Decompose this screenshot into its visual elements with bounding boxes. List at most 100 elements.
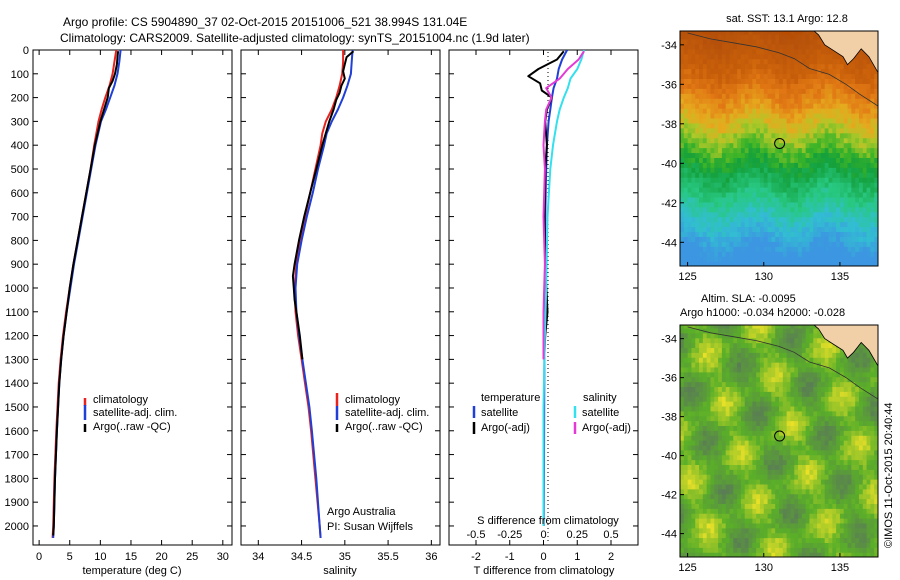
map-cell bbox=[740, 261, 746, 266]
map-cell bbox=[748, 187, 753, 193]
map-cell bbox=[706, 366, 712, 373]
map-cell bbox=[813, 537, 818, 543]
map-cell bbox=[782, 454, 788, 461]
map-cell bbox=[824, 518, 830, 524]
map-cell bbox=[874, 132, 878, 139]
map-cell bbox=[729, 396, 734, 402]
map-cell bbox=[718, 454, 723, 461]
map-cell bbox=[767, 347, 772, 353]
map-cell bbox=[824, 226, 830, 233]
map-cell bbox=[824, 63, 830, 70]
map-cell bbox=[786, 201, 792, 208]
map-cell bbox=[779, 103, 784, 109]
map-cell bbox=[786, 132, 792, 139]
map-cell bbox=[794, 43, 799, 50]
map-cell bbox=[718, 236, 723, 242]
map-cell bbox=[836, 366, 841, 373]
map-cell bbox=[691, 88, 696, 94]
map-cell bbox=[801, 236, 807, 242]
map-cell bbox=[870, 88, 875, 94]
map-cell bbox=[733, 187, 738, 193]
map-cell bbox=[763, 236, 769, 242]
map-cell bbox=[702, 513, 708, 519]
map-cell bbox=[691, 127, 696, 134]
map-cell bbox=[721, 493, 727, 500]
map-cell bbox=[710, 88, 715, 94]
map-cell bbox=[858, 177, 864, 183]
map-cell bbox=[790, 78, 795, 84]
map-cell bbox=[699, 246, 704, 252]
map-cell bbox=[862, 425, 868, 431]
map-cell bbox=[855, 508, 860, 514]
map-cell bbox=[752, 464, 757, 470]
map-cell bbox=[683, 483, 689, 490]
map-cell bbox=[813, 508, 818, 514]
difference-x-tick-label: 0 bbox=[540, 551, 546, 563]
map-cell bbox=[870, 362, 875, 368]
map-cell bbox=[794, 73, 799, 79]
map-cell bbox=[817, 435, 822, 441]
map-cell bbox=[752, 172, 757, 178]
map-cell bbox=[706, 415, 712, 422]
map-cell bbox=[858, 488, 864, 495]
map-cell bbox=[752, 48, 757, 55]
map-cell bbox=[756, 420, 761, 426]
map-cell bbox=[817, 98, 822, 104]
map-cell bbox=[767, 53, 772, 60]
map-cell bbox=[763, 172, 769, 178]
map-cell bbox=[782, 236, 788, 242]
map-cell bbox=[733, 221, 738, 228]
map-cell bbox=[782, 226, 788, 233]
map-cell bbox=[752, 479, 757, 485]
map-cell bbox=[721, 43, 727, 50]
map-cell bbox=[813, 522, 818, 529]
map-cell bbox=[748, 142, 753, 149]
map-cell bbox=[752, 231, 757, 237]
map-cell bbox=[725, 440, 731, 446]
map-cell bbox=[699, 527, 704, 534]
map-cell bbox=[813, 221, 818, 228]
map-cell bbox=[733, 498, 738, 504]
map-cell bbox=[699, 122, 704, 129]
map-cell bbox=[740, 127, 746, 134]
map-cell bbox=[752, 246, 757, 252]
map-cell bbox=[817, 381, 822, 388]
map-cell bbox=[786, 410, 792, 417]
map-cell bbox=[718, 493, 723, 500]
map-cell bbox=[790, 474, 795, 480]
map-cell bbox=[691, 177, 696, 183]
map-cell bbox=[824, 425, 830, 431]
map-cell bbox=[683, 352, 689, 358]
map-cell bbox=[695, 63, 700, 70]
map-cell bbox=[836, 132, 841, 139]
map-cell bbox=[710, 440, 715, 446]
map-cell bbox=[729, 177, 734, 183]
map-cell bbox=[809, 493, 814, 500]
map-cell bbox=[737, 537, 742, 543]
map-cell bbox=[782, 366, 788, 373]
map-cell bbox=[683, 386, 689, 392]
map-cell bbox=[718, 444, 723, 451]
map-cell bbox=[737, 444, 742, 451]
map-cell bbox=[847, 376, 852, 383]
map-cell bbox=[771, 53, 776, 60]
map-cell bbox=[737, 542, 742, 548]
map-cell bbox=[695, 191, 700, 198]
depth-tick-label: 0 bbox=[23, 45, 29, 57]
map-cell bbox=[832, 147, 837, 154]
map-cell bbox=[706, 552, 712, 557]
map-cell bbox=[782, 261, 788, 266]
map-cell bbox=[836, 513, 841, 519]
map-cell bbox=[790, 454, 795, 461]
map-cell bbox=[714, 401, 719, 407]
map-cell bbox=[858, 231, 864, 237]
map-cell bbox=[832, 371, 837, 378]
map-cell bbox=[843, 122, 849, 129]
map-cell bbox=[782, 435, 788, 441]
map-cell bbox=[740, 38, 746, 45]
map-cell bbox=[862, 454, 868, 461]
map-cell bbox=[801, 88, 807, 94]
map-cell bbox=[756, 122, 761, 129]
map-cell bbox=[801, 256, 807, 262]
map-cell bbox=[771, 38, 776, 45]
